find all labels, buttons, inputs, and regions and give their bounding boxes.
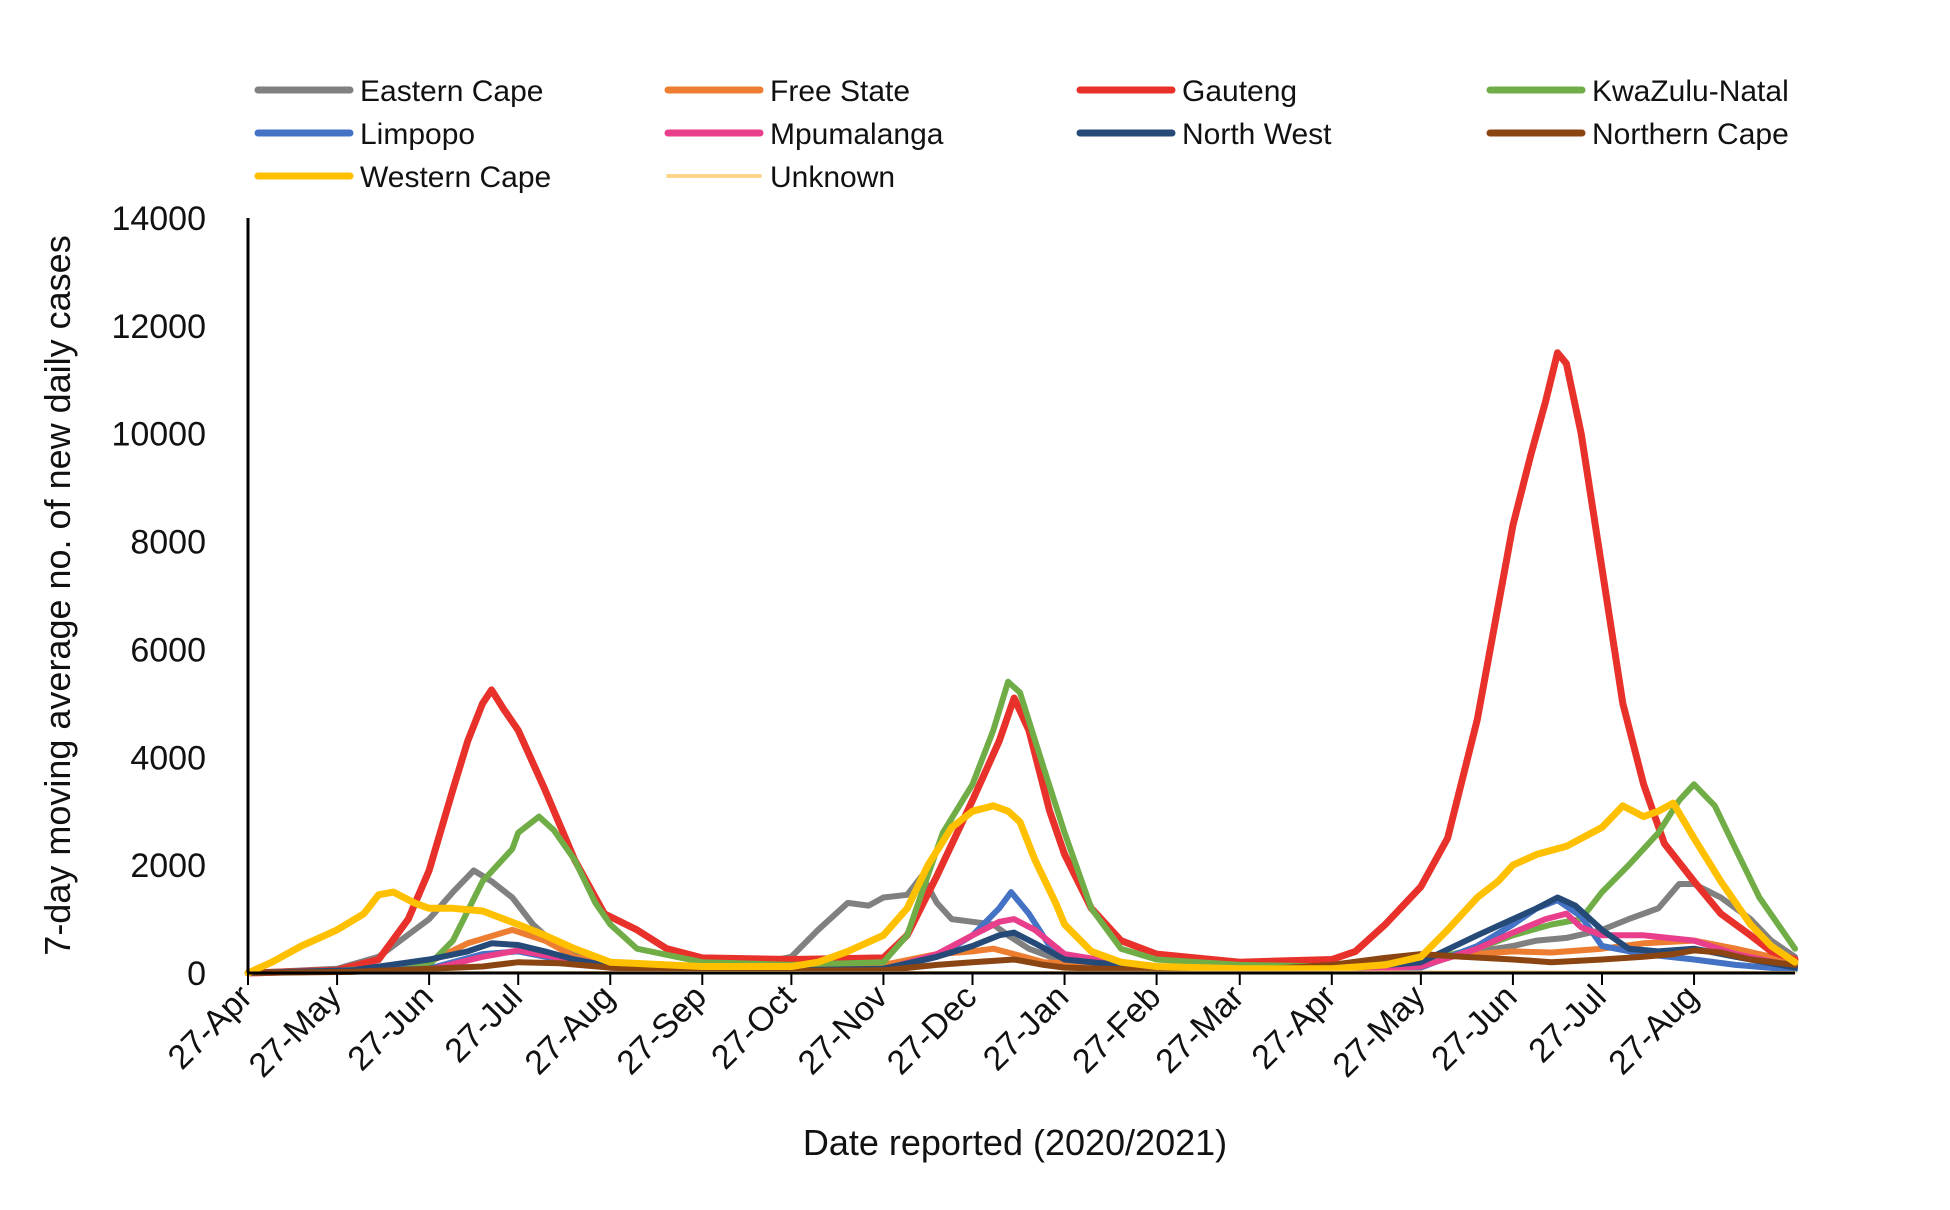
x-tick-label: 27-Dec — [880, 978, 984, 1082]
y-tick-label: 14000 — [111, 200, 206, 238]
legend-label-north-west: North West — [1182, 118, 1332, 151]
legend: Eastern Cape Free State Gauteng KwaZulu-Nat… — [254, 75, 1789, 194]
x-tick-label: 27-Jun — [1424, 978, 1524, 1078]
series-line-free-state — [245, 926, 1798, 976]
legend-label-kwazulu-natal: KwaZulu-Natal — [1592, 75, 1789, 108]
series-line-kwazulu-natal — [245, 678, 1798, 976]
y-tick-label: 12000 — [111, 308, 206, 346]
y-tick-label: 4000 — [130, 739, 206, 777]
series-line-north-west — [245, 894, 1798, 976]
y-axis-ticks: 0 2000 4000 6000 8000 10000 12000 14000 — [111, 200, 206, 993]
x-tick-label: 27-Aug — [1601, 978, 1705, 1082]
x-tick-label: 27-Nov — [791, 978, 895, 1082]
x-tick-label: 27-Aug — [518, 978, 622, 1082]
plot-area — [244, 349, 1799, 977]
y-axis-title: 7-day moving average no. of new daily ca… — [37, 235, 78, 955]
axes — [246, 218, 1795, 975]
x-tick-label: 27-Jun — [340, 978, 440, 1078]
x-tick-label: 27-Jul — [438, 978, 530, 1070]
x-tick-label: 27-Jul — [1521, 978, 1613, 1070]
legend-label-gauteng: Gauteng — [1182, 75, 1297, 108]
series-line-eastern-cape — [245, 867, 1798, 976]
series-line-western-cape — [244, 799, 1799, 977]
x-tick-label: 27-Sep — [610, 978, 714, 1082]
y-tick-label: 6000 — [130, 631, 206, 669]
x-tick-label: 27-May — [1325, 978, 1432, 1085]
series-line-northern-cape — [245, 947, 1798, 976]
y-tick-label: 2000 — [130, 847, 206, 885]
series-line-gauteng — [244, 349, 1799, 977]
x-tick-label: 27-Mar — [1148, 978, 1251, 1081]
legend-label-unknown: Unknown — [770, 161, 895, 194]
y-tick-label: 10000 — [111, 416, 206, 454]
x-tick-label: 27-Jan — [976, 978, 1076, 1078]
x-axis-title: Date reported (2020/2021) — [803, 1122, 1227, 1163]
legend-label-mpumalanga: Mpumalanga — [770, 118, 944, 151]
legend-label-western-cape: Western Cape — [360, 161, 551, 194]
legend-label-northern-cape: Northern Cape — [1592, 118, 1789, 151]
x-tick-label: 27-Oct — [704, 977, 803, 1076]
x-tick-label: 27-May — [242, 978, 349, 1085]
y-tick-label: 8000 — [130, 524, 206, 562]
x-axis-ticks: 27-Apr27-May27-Jun27-Jul27-Aug27-Sep27-O… — [161, 973, 1706, 1085]
legend-label-free-state: Free State — [770, 75, 910, 108]
x-tick-label: 27-Feb — [1065, 978, 1168, 1081]
legend-label-limpopo: Limpopo — [360, 118, 475, 151]
legend-label-eastern-cape: Eastern Cape — [360, 75, 543, 108]
y-tick-label: 0 — [187, 955, 206, 993]
